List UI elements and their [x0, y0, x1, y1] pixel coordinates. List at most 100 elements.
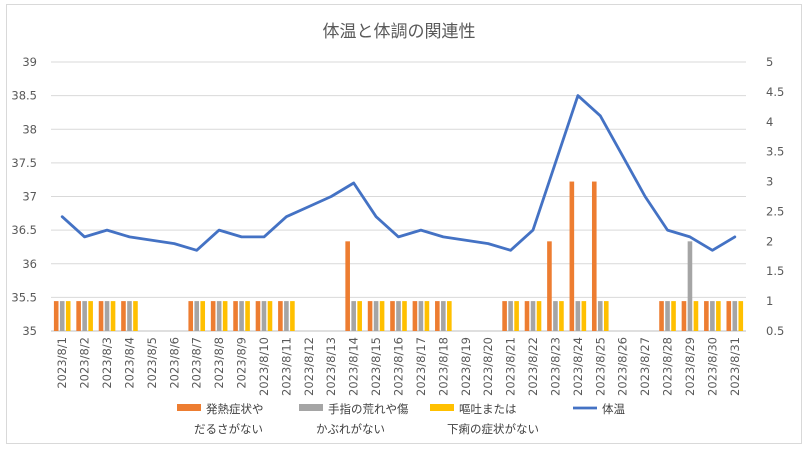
right-tick-label: 4 [766, 115, 773, 129]
bar [732, 301, 738, 331]
bar [597, 301, 603, 331]
x-tick-label: 2023/8/26 [616, 337, 630, 396]
bar [278, 301, 283, 331]
bar [704, 301, 709, 331]
legend-label: かぶれがない [316, 422, 385, 436]
bar [681, 301, 687, 331]
x-tick-label: 2023/8/13 [324, 337, 338, 396]
left-tick-label: 37.5 [11, 156, 37, 170]
x-tick-label: 2023/8/23 [548, 337, 562, 396]
bar [216, 301, 222, 331]
x-tick-label: 2023/8/7 [190, 337, 204, 389]
x-tick-label: 2023/8/20 [481, 337, 495, 396]
x-axis-ticks: 2023/8/1 2023/8/2 2023/8/3 2023/8/4 2023/8/5… [55, 337, 742, 396]
bar [59, 301, 65, 331]
x-tick-label: 2023/8/2 [78, 337, 92, 389]
bar [418, 301, 424, 331]
bar [502, 301, 507, 331]
bar [665, 301, 670, 331]
bar [514, 301, 519, 331]
bar [508, 301, 513, 331]
x-tick-label: 2023/8/29 [683, 337, 697, 396]
x-tick-label: 2023/8/12 [302, 337, 316, 396]
x-tick-label: 2023/8/14 [347, 337, 361, 396]
bar [133, 301, 138, 331]
bar [603, 301, 609, 331]
left-tick-label: 39 [22, 55, 37, 69]
x-tick-label: 2023/8/31 [728, 337, 742, 396]
x-tick-label: 2023/8/11 [279, 337, 293, 396]
bar [591, 181, 597, 331]
x-tick-label: 2023/8/16 [392, 337, 406, 396]
right-tick-label: 1.5 [766, 264, 784, 278]
bar [267, 301, 273, 331]
x-tick-label: 2023/8/5 [145, 337, 159, 389]
bar [261, 301, 267, 331]
bar [53, 301, 59, 331]
bar [88, 301, 93, 331]
x-tick-label: 2023/8/3 [100, 337, 114, 389]
x-tick-label: 2023/8/19 [459, 337, 473, 396]
bar [659, 301, 664, 331]
gridlines [51, 61, 746, 332]
line-series [60, 94, 737, 252]
bar [210, 301, 216, 331]
right-tick-label: 4.5 [766, 85, 784, 99]
right-tick-label: 0.5 [766, 324, 784, 338]
x-tick-label: 2023/8/15 [369, 337, 383, 396]
bar [222, 301, 228, 331]
bar [396, 301, 401, 331]
bar [524, 301, 530, 331]
bar [104, 301, 110, 331]
right-tick-label: 3.5 [766, 145, 784, 159]
bar [65, 301, 71, 331]
bar [239, 301, 244, 331]
legend-label: 下痢の症状がない [447, 422, 539, 436]
bar [547, 241, 552, 331]
x-tick-label: 2023/8/18 [436, 337, 450, 396]
bar [559, 301, 564, 331]
legend-label: 手指の荒れや傷 [328, 402, 409, 416]
bar [121, 301, 126, 331]
bar [379, 301, 385, 331]
bar [402, 301, 407, 331]
bar [738, 301, 744, 331]
x-tick-label: 2023/8/4 [122, 337, 136, 389]
legend-label: 嘔吐または [459, 402, 517, 416]
right-axis-ticks: 0.5 1 1.5 2 2.5 3 3.5 4 4.5 5 [766, 55, 784, 338]
right-tick-label: 2 [766, 234, 773, 248]
x-tick-label: 2023/8/22 [526, 337, 540, 396]
x-tick-label: 2023/8/25 [593, 337, 607, 396]
legend-label: だるさがない [194, 422, 263, 436]
bar [390, 301, 395, 331]
bar [110, 301, 116, 331]
bar [82, 301, 87, 331]
bar [290, 301, 295, 331]
bar [575, 301, 581, 331]
bar [373, 301, 379, 331]
bar [536, 301, 542, 331]
right-tick-label: 5 [766, 55, 773, 69]
x-tick-label: 2023/8/28 [661, 337, 675, 396]
bar [441, 301, 446, 331]
x-tick-label: 2023/8/10 [257, 337, 271, 396]
x-tick-label: 2023/8/30 [705, 337, 719, 396]
legend-swatch [299, 404, 323, 411]
bar [424, 301, 430, 331]
bar [245, 301, 250, 331]
bar [284, 301, 289, 331]
bar [357, 301, 362, 331]
left-tick-label: 37 [22, 190, 37, 204]
bar [530, 301, 536, 331]
x-tick-label: 2023/8/17 [414, 337, 428, 396]
bar [435, 301, 440, 331]
bar [194, 301, 200, 331]
temperature-line [60, 94, 737, 252]
legend-swatch [177, 404, 201, 411]
bar [716, 301, 721, 331]
bar [188, 301, 194, 331]
x-tick-label: 2023/8/27 [638, 337, 652, 396]
left-tick-label: 35 [22, 324, 37, 338]
bar [569, 181, 575, 331]
